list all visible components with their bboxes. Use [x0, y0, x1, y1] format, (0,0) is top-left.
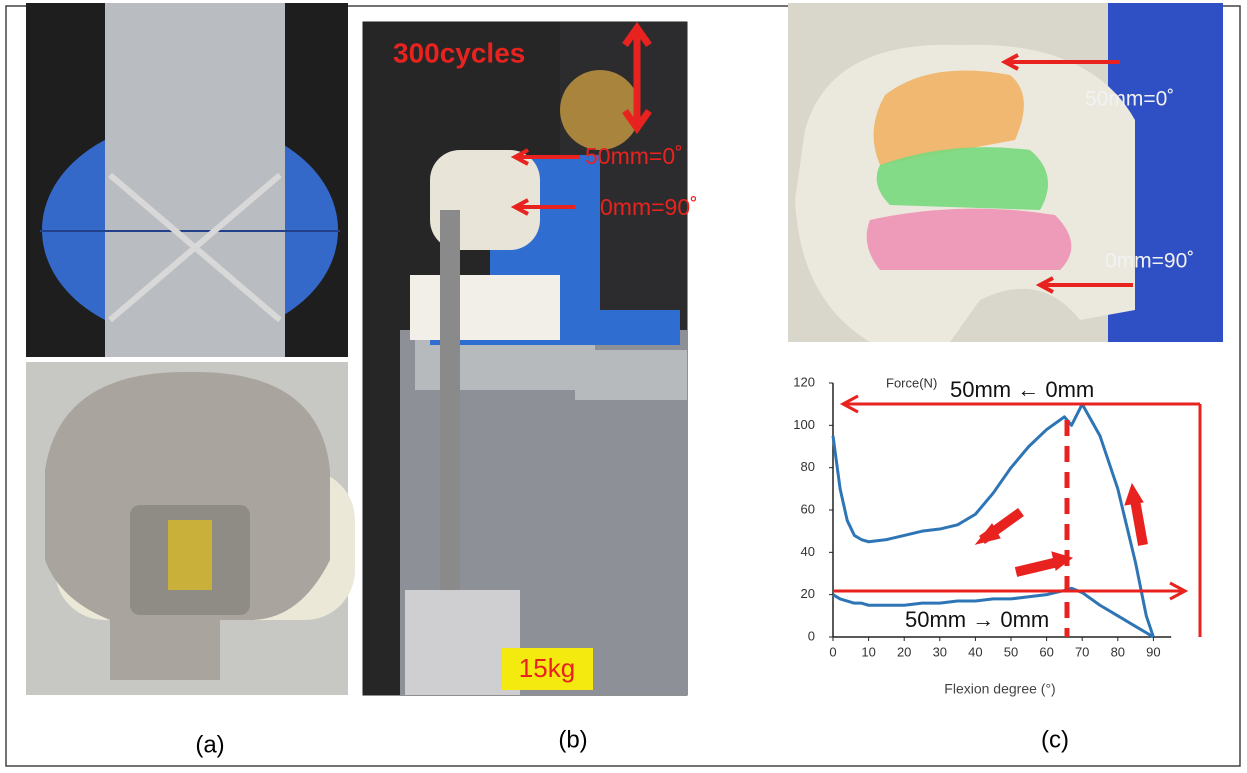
x-tick-label: 20	[897, 644, 911, 659]
x-tick-label: 30	[933, 644, 947, 659]
photo-c	[788, 3, 1223, 342]
y-tick-label: 20	[801, 586, 815, 601]
marker-label: 50mm=0˚	[1085, 88, 1174, 111]
x-tick-label: 80	[1111, 644, 1125, 659]
y-tick-label: 80	[801, 459, 815, 474]
panel-label: (a)	[195, 731, 224, 758]
y-tick-label: 0	[808, 628, 815, 643]
x-tick-label: 70	[1075, 644, 1089, 659]
figure: 300cycles 50mm=0˚ 0mm=90˚ 15kg 50mm=0˚ 0…	[0, 0, 1247, 773]
photo-a-bottom	[26, 362, 355, 695]
panel-label: (b)	[558, 726, 587, 753]
weight-label: 15kg	[519, 653, 575, 683]
marker-label: 50mm=0˚	[585, 143, 683, 169]
y-tick-label: 120	[793, 374, 815, 389]
y-axis-label: Force(N)	[886, 375, 937, 390]
y-tick-label: 40	[801, 544, 815, 559]
x-tick-label: 50	[1004, 644, 1018, 659]
marker-label: 0mm=90˚	[600, 194, 698, 220]
x-axis-label: Flexion degree (°)	[944, 681, 1055, 697]
x-tick-label: 40	[968, 644, 982, 659]
x-tick-label: 90	[1146, 644, 1160, 659]
x-tick-label: 10	[861, 644, 875, 659]
y-tick-label: 60	[801, 501, 815, 516]
x-tick-label: 60	[1039, 644, 1053, 659]
panel-label: (c)	[1041, 726, 1069, 753]
marker-label: 0mm=90˚	[1105, 250, 1194, 273]
annotation: 50mm ← 0mm	[950, 377, 1094, 402]
cycles-label: 300cycles	[393, 37, 525, 68]
x-tick-label: 0	[829, 644, 836, 659]
photo-a-top	[26, 3, 348, 357]
y-tick-label: 100	[793, 417, 815, 432]
annotation: 50mm → 0mm	[905, 607, 1049, 632]
